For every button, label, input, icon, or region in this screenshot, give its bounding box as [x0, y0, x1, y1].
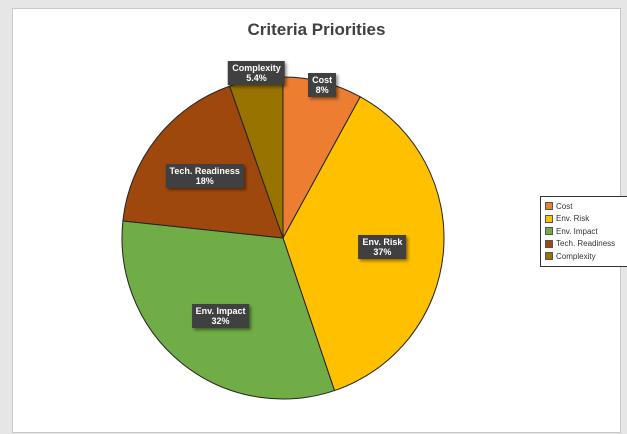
pie-slice-tech-readiness	[122, 85, 284, 239]
data-label-env-risk: Env. Risk 37%	[358, 234, 407, 259]
legend-label: Tech. Readiness	[556, 239, 616, 249]
legend: Cost Env. Risk Env. Impact Tech. Readiness C…	[540, 196, 627, 267]
data-label-complexity: Complexity 5.4%	[228, 61, 285, 85]
data-label-category: Tech. Readiness	[169, 166, 240, 177]
chart-title: Criteria Priorities	[247, 20, 386, 39]
data-label-value: 5.4%	[246, 73, 267, 83]
legend-label: Env. Risk	[556, 214, 590, 224]
data-label-value: 8%	[315, 85, 329, 96]
chart-area: Criteria Priorities Cost 8% Env. Risk 37% En…	[12, 8, 627, 433]
legend-swatch	[545, 214, 553, 223]
data-label-env-impact: Env. Impact 32%	[191, 303, 250, 328]
data-label-category: Complexity	[232, 63, 281, 73]
legend-swatch	[545, 202, 553, 211]
data-label-category: Env. Impact	[195, 305, 246, 316]
data-label-category: Env. Risk	[362, 236, 403, 247]
legend-item-complexity: Complexity	[545, 250, 624, 263]
legend-item-cost: Cost	[545, 200, 624, 213]
legend-label: Complexity	[556, 251, 596, 261]
legend-swatch	[545, 239, 553, 248]
legend-swatch	[545, 252, 553, 261]
data-label-tech-readiness: Tech. Readiness 18%	[165, 164, 244, 189]
legend-item-env-impact: Env. Impact	[545, 225, 624, 238]
data-label-value: 18%	[195, 176, 214, 187]
data-label-value: 32%	[211, 315, 230, 326]
legend-label: Env. Impact	[556, 226, 598, 236]
legend-item-tech-readiness: Tech. Readiness	[545, 238, 624, 251]
legend-item-env-risk: Env. Risk	[545, 213, 624, 226]
data-label-category: Cost	[312, 75, 333, 86]
legend-label: Cost	[556, 201, 573, 211]
data-label-cost: Cost 8%	[308, 73, 337, 98]
legend-swatch	[545, 227, 553, 236]
data-label-value: 37%	[373, 246, 392, 257]
